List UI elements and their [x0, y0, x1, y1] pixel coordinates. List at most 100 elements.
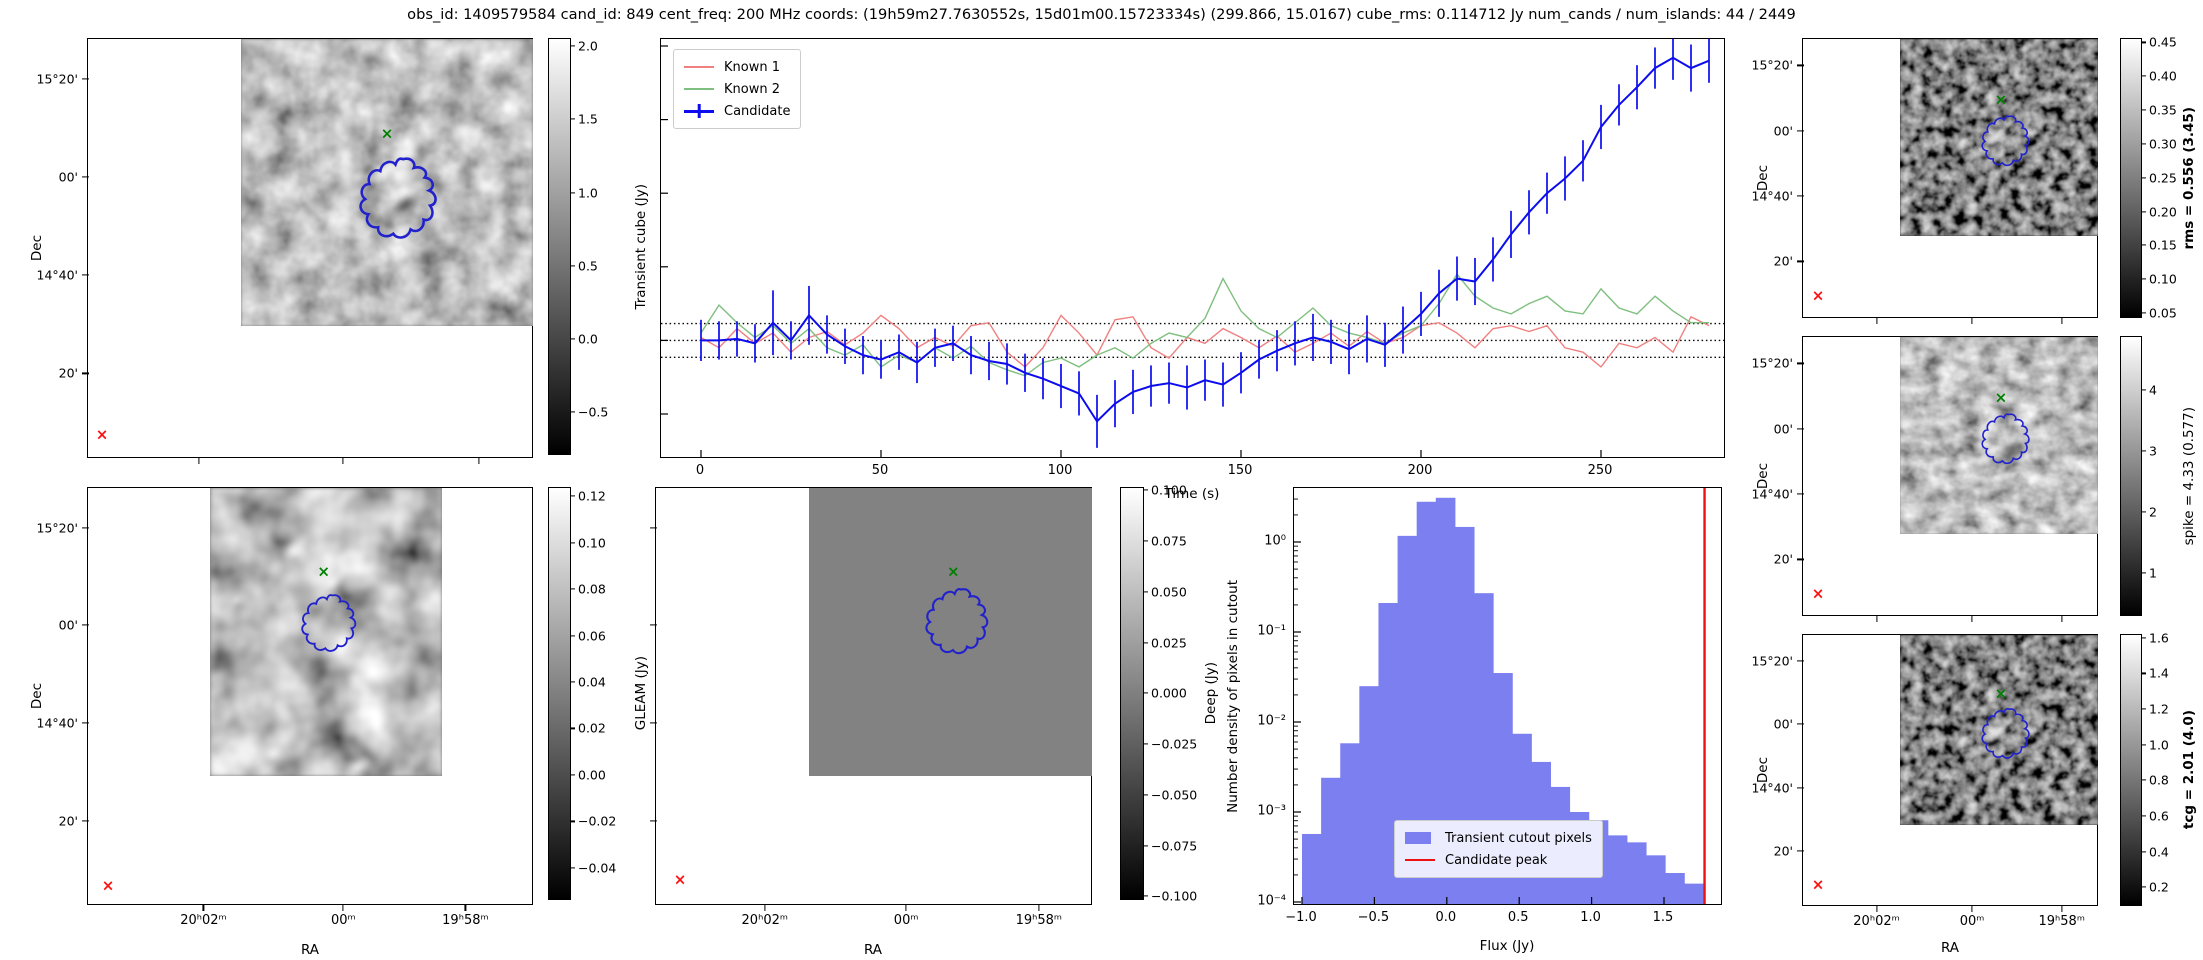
tick-label: 0.12	[578, 488, 606, 504]
tick-label: 00'	[58, 169, 78, 185]
tick-label: 3	[2149, 443, 2157, 459]
lightcurve-xtick-labels: 0 50 100 150 200 250	[660, 463, 1725, 481]
tick-label: 20'	[1773, 551, 1793, 567]
tick-label: 0.100	[1151, 482, 1187, 498]
legend-row-pixels: Transient cutout pixels	[1405, 827, 1592, 849]
tick-label: 100	[1047, 463, 1073, 478]
tick-label: 1.5	[578, 111, 598, 127]
tick-label: 0.04	[578, 674, 606, 690]
tick-label: 00ᵐ	[893, 913, 919, 928]
tick-label: 14°40'	[1751, 188, 1794, 204]
tick-label: 0.025	[1151, 635, 1187, 651]
corner-reference-icon: ×	[95, 425, 109, 444]
tick-label: 1.2	[2149, 701, 2169, 717]
tick-label: −0.5	[1357, 910, 1390, 925]
tick-label: 15°20'	[1751, 355, 1794, 371]
colorbar-transient-label: Transient cube (Jy)	[633, 183, 649, 310]
tick-label: 10⁻³	[1257, 803, 1286, 819]
colorbar-deep: 0.100 0.075 0.050 0.025 0.000 −0.025 −0.050 −0.…	[1120, 483, 1197, 904]
panel-tcg: × × 15°20' 00' 14°40' 20' 20ʰ02ᵐ 00ᵐ 19ʰ58ᵐ	[1752, 634, 2098, 929]
colorbar-rms: 0.45 0.40 0.35 0.30 0.25 0.20 0.15 0.10 0.05	[2120, 35, 2177, 321]
rms-cutout-image: ×	[1900, 39, 2098, 236]
tick-label: −0.5	[578, 404, 609, 420]
tick-label: −0.04	[578, 860, 617, 876]
dec-axis-label: Dec	[29, 234, 45, 262]
lightcurve-xlabel: Time (s)	[1164, 486, 1220, 502]
corner-reference-icon: ×	[101, 876, 115, 895]
dec-axis-label: Dec	[29, 682, 45, 710]
corner-reference-icon: ×	[673, 870, 687, 889]
tick-label: 0.45	[2149, 34, 2177, 50]
dec-tick-axis	[594, 488, 657, 904]
tcg-cutout-image: ×	[1900, 635, 2098, 825]
dec-axis-label: Dec	[1755, 756, 1771, 784]
tick-label: 00'	[1773, 421, 1793, 437]
tick-label: −0.050	[1151, 787, 1198, 803]
colorbar-spike-label: spike = 4.33 (0.577)	[2181, 406, 2197, 546]
lightcurve-legend: Known 1 Known 2 Candidate	[673, 49, 802, 129]
tick-label: 1	[2149, 565, 2157, 581]
catalog-position-icon: ×	[1994, 90, 2008, 109]
noise-texture	[1900, 337, 2098, 534]
tick-label: 0.10	[578, 535, 606, 551]
tick-label: 15°20'	[36, 71, 79, 87]
panel-lightcurve: Known 1 Known 2 Candidate	[660, 38, 1725, 458]
tick-label: 0.5	[578, 258, 598, 274]
tick-label: 0.02	[578, 720, 606, 736]
legend-row-candidate: Candidate	[684, 100, 790, 122]
tick-label: −0.100	[1151, 888, 1198, 904]
legend-label-pixels: Transient cutout pixels	[1445, 830, 1592, 846]
island-contour	[1981, 115, 2030, 167]
island-contour	[359, 157, 437, 239]
tick-label: 0.5	[1507, 910, 1529, 925]
tick-label: 250	[1587, 463, 1613, 478]
tick-label: 0	[695, 463, 705, 478]
tick-label: 1.0	[578, 185, 598, 201]
spike-cutout-image: ×	[1900, 337, 2098, 534]
tick-label: 20'	[1773, 253, 1793, 269]
tick-label: 0.06	[578, 628, 606, 644]
tick-label: 0.0	[1435, 910, 1457, 925]
tick-label: 1.6	[2149, 630, 2169, 646]
histogram-xlabel: Flux (Jy)	[1479, 938, 1535, 954]
ra-tick-axis: 20ʰ02ᵐ 00ᵐ 19ʰ58ᵐ	[656, 904, 1091, 934]
tick-label: 15°20'	[36, 520, 79, 536]
catalog-position-icon: ×	[1994, 684, 2008, 703]
ra-axis-label: RA	[863, 942, 883, 958]
tick-label: 2	[2149, 504, 2157, 520]
tick-label: 14°40'	[36, 715, 79, 731]
dec-tick-axis: 15°20' 00' 14°40' 20'	[1741, 39, 1804, 317]
corner-reference-icon: ×	[1811, 584, 1825, 603]
tick-label: 0.00	[578, 767, 606, 783]
colorbar-tcg-label: tcg = 2.01 (4.0)	[2181, 710, 2197, 830]
dec-axis-label: Dec	[1755, 164, 1771, 192]
tick-label: 20'	[58, 813, 78, 829]
tick-label: 4	[2149, 382, 2157, 398]
tick-label: 15°20'	[1751, 653, 1794, 669]
dec-axis-label: Dec	[1755, 462, 1771, 490]
panel-spike: × × 15°20' 00' 14°40' 20'	[1752, 336, 2098, 622]
panel-pixel-histogram: Transient cutout pixels Candidate peak	[1293, 487, 1722, 905]
tick-label: 1.0	[1580, 910, 1601, 925]
histogram-ytick-labels: 10⁰ 10⁻¹ 10⁻² 10⁻³ 10⁻⁴	[1238, 487, 1288, 909]
tick-label: −0.02	[578, 813, 617, 829]
tick-label: 20'	[58, 365, 78, 381]
colorbar-transient-cube: 2.0 1.5 1.0 0.5 0.0 −0.5	[548, 38, 608, 455]
tick-label: 200	[1407, 463, 1433, 478]
tick-label: 0.20	[2149, 204, 2177, 220]
tick-label: 20ʰ02ᵐ	[741, 913, 788, 928]
tick-label: 0.6	[2149, 808, 2169, 824]
dec-tick-axis: 15°20' 00' 14°40' 20'	[26, 39, 89, 457]
tick-label: 0.050	[1151, 584, 1187, 600]
tick-label: 00'	[1773, 716, 1793, 732]
panel-transient-cube: × × 15°20' 00' 14°40' 20'	[37, 38, 533, 464]
tick-label: 10⁻¹	[1257, 623, 1286, 639]
tick-label: 00ᵐ	[1959, 914, 1985, 929]
island-contour	[300, 594, 356, 653]
tick-label: 19ʰ58ᵐ	[2038, 914, 2085, 929]
legend-row-peak: Candidate peak	[1405, 849, 1592, 871]
ra-axis-label: RA	[1940, 940, 1960, 956]
tick-label: 10⁰	[1264, 533, 1286, 549]
catalog-position-icon: ×	[317, 562, 330, 581]
